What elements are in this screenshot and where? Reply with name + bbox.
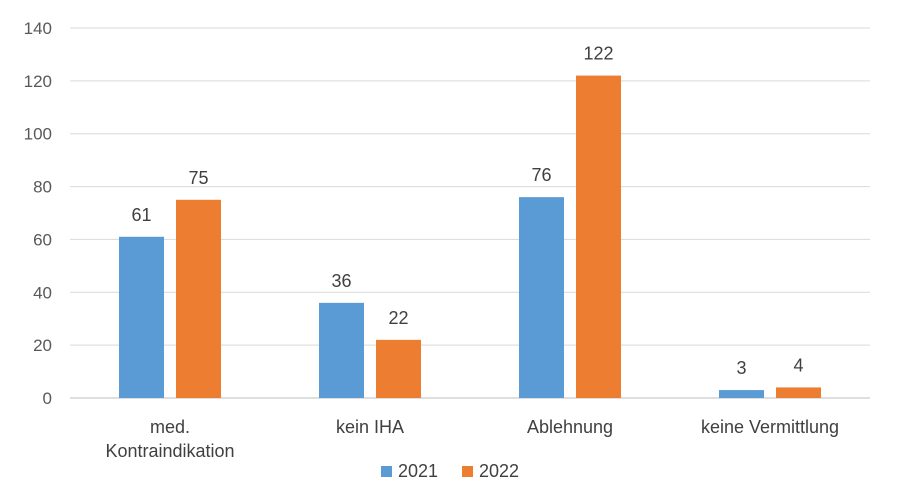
data-label: 36 <box>331 271 351 291</box>
legend-label: 2021 <box>398 461 438 481</box>
bar-2021-3 <box>719 390 764 398</box>
x-category-label: Ablehnung <box>527 417 613 437</box>
x-category-label: med. <box>150 417 190 437</box>
y-tick-label: 40 <box>33 283 52 302</box>
y-tick-label: 140 <box>24 19 52 38</box>
bar-2021-2 <box>519 197 564 398</box>
bar-2022-3 <box>776 387 821 398</box>
bars <box>119 75 821 399</box>
data-label: 75 <box>188 168 208 188</box>
data-label: 22 <box>388 308 408 328</box>
x-category-label: kein IHA <box>336 417 404 437</box>
bar-2021-1 <box>319 302 364 398</box>
y-tick-label: 20 <box>33 336 52 355</box>
data-label: 61 <box>131 205 151 225</box>
data-label: 122 <box>583 44 613 64</box>
y-tick-label: 80 <box>33 178 52 197</box>
bar-2022-2 <box>576 75 621 399</box>
legend-swatch-2021 <box>381 466 392 477</box>
legend-swatch-2022 <box>462 466 473 477</box>
bar-2021-0 <box>119 236 164 398</box>
y-tick-label: 100 <box>24 125 52 144</box>
data-label: 3 <box>736 358 746 378</box>
data-label: 4 <box>793 355 803 375</box>
y-tick-label: 120 <box>24 72 52 91</box>
bar-2022-0 <box>176 199 221 398</box>
legend-label: 2022 <box>479 461 519 481</box>
y-tick-label: 0 <box>43 389 52 408</box>
x-category-label: keine Vermittlung <box>701 417 839 437</box>
data-label: 76 <box>531 165 551 185</box>
data-labels: 61 75 36 22 76 122 3 4 <box>131 44 803 379</box>
x-category-label: Kontraindikation <box>105 441 234 461</box>
y-axis: 0 20 40 60 80 100 120 140 <box>24 19 52 408</box>
bar-2022-1 <box>376 339 421 398</box>
legend: 2021 2022 <box>381 461 519 481</box>
x-axis: med. Kontraindikation kein IHA Ablehnung kei… <box>105 417 839 461</box>
y-tick-label: 60 <box>33 230 52 249</box>
